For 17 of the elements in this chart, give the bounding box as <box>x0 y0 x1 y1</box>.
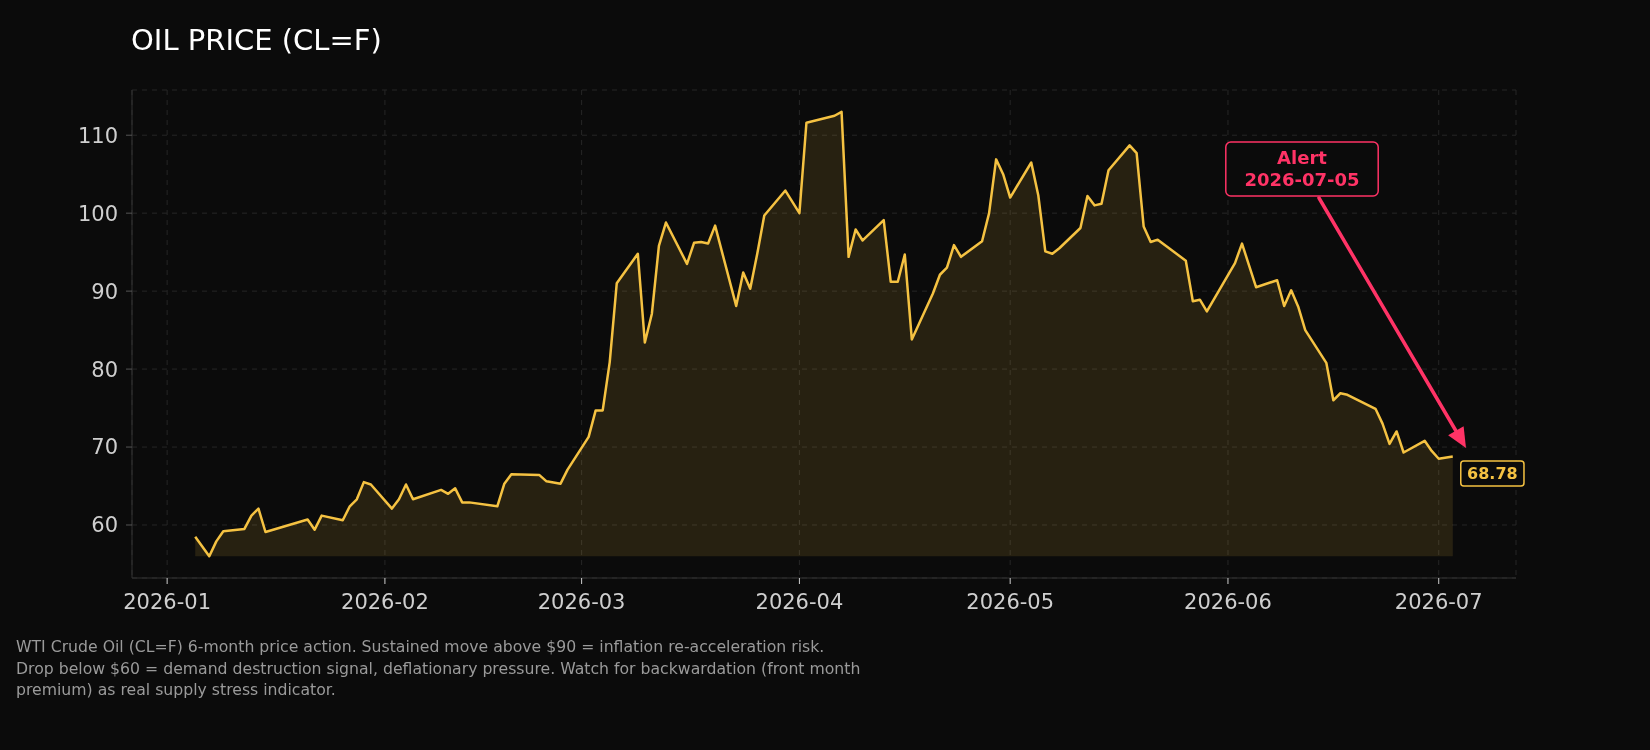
y-tick-label: 100 <box>77 201 118 226</box>
annotation: Alert 2026-07-05 <box>1244 147 1360 190</box>
text: WTI Crude Oil (CL=F) 6-month price action. Sustained move above $90 = inflation re-acceleration risk. Drop below $60 = demand destruction signal, deflationary pressure. Watch for backwardation (front month premium) as real supply stress indicator. <box>16 636 862 701</box>
x-tick-label: 2026-03 <box>537 589 626 614</box>
x-tick-label: 2026-07 <box>1394 589 1483 614</box>
x-tick-label: 2026-06 <box>1184 589 1272 614</box>
y-tick-label: 70 <box>91 435 118 460</box>
data-label: 68.78 <box>1467 464 1518 484</box>
y-tick-label: 110 <box>77 123 118 148</box>
y-tick-label: 90 <box>91 279 118 304</box>
x-tick-label: 2026-05 <box>966 589 1055 614</box>
y-tick-label: 60 <box>91 513 118 538</box>
y-tick-label: 80 <box>91 357 118 382</box>
x-tick-label: 2026-04 <box>755 589 844 614</box>
x-tick-label: 2026-01 <box>123 589 211 614</box>
chart-title: OIL PRICE (CL=F) <box>131 23 382 57</box>
x-tick-label: 2026-02 <box>341 589 429 614</box>
